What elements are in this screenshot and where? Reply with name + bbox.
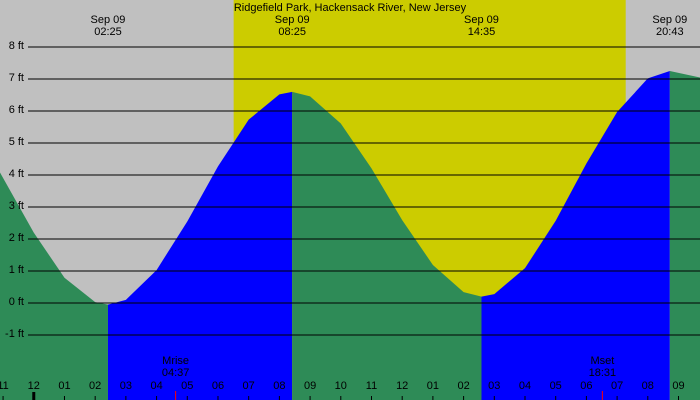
x-tick-label: 03	[488, 380, 500, 392]
y-tick-label: 5 ft	[9, 136, 24, 148]
y-tick-label: 6 ft	[9, 104, 24, 116]
x-tick-label: 07	[243, 380, 255, 392]
tide-area	[0, 172, 108, 400]
x-tick-label: 06	[212, 380, 224, 392]
y-tick-label: 1 ft	[9, 264, 24, 276]
x-tick-label: 05	[181, 380, 193, 392]
event-time: 02:25	[94, 26, 122, 38]
x-tick-label: 02	[89, 380, 101, 392]
x-tick-label: 12	[396, 380, 408, 392]
x-tick-label: 05	[550, 380, 562, 392]
x-tick-label: 11	[366, 380, 377, 392]
event-time: 14:35	[468, 26, 496, 38]
x-tick-label: 02	[457, 380, 469, 392]
moon-time: 18:31	[589, 367, 617, 379]
tide-area	[292, 91, 482, 400]
x-tick-label: 03	[120, 380, 132, 392]
y-tick-label: 2 ft	[9, 232, 24, 244]
tide-area	[669, 71, 700, 400]
event-date: Sep 09	[652, 14, 687, 26]
y-tick-label: 0 ft	[9, 296, 24, 308]
moon-time: 04:37	[162, 367, 190, 379]
x-tick-label: 11	[0, 380, 9, 392]
x-tick-label: 08	[642, 380, 654, 392]
event-time: 08:25	[278, 26, 306, 38]
x-tick-label: 06	[580, 380, 592, 392]
tide-area	[107, 91, 293, 400]
event-time: 20:43	[656, 26, 684, 38]
event-date: Sep 09	[464, 14, 499, 26]
x-tick-label: 09	[672, 380, 684, 392]
x-tick-label: 01	[58, 380, 70, 392]
moon-label: Mrise	[162, 355, 189, 367]
event-date: Sep 09	[91, 14, 126, 26]
x-tick-label: 04	[150, 380, 162, 392]
x-tick-label: 08	[273, 380, 285, 392]
moon-label: Mset	[590, 355, 614, 367]
y-tick-label: 7 ft	[9, 72, 24, 84]
y-tick-label: 3 ft	[9, 200, 24, 212]
event-date: Sep 09	[275, 14, 310, 26]
x-tick-label: 01	[427, 380, 439, 392]
y-tick-label: -1 ft	[5, 328, 24, 340]
y-tick-label: 4 ft	[9, 168, 24, 180]
chart-title: Ridgefield Park, Hackensack River, New J…	[234, 2, 467, 14]
tide-area	[481, 71, 670, 400]
x-tick-label: 09	[304, 380, 316, 392]
x-tick-label: 04	[519, 380, 531, 392]
x-tick-label: 12	[28, 380, 40, 392]
x-tick-label: 10	[335, 380, 347, 392]
y-tick-label: 8 ft	[9, 40, 24, 52]
x-tick-label: 07	[611, 380, 623, 392]
